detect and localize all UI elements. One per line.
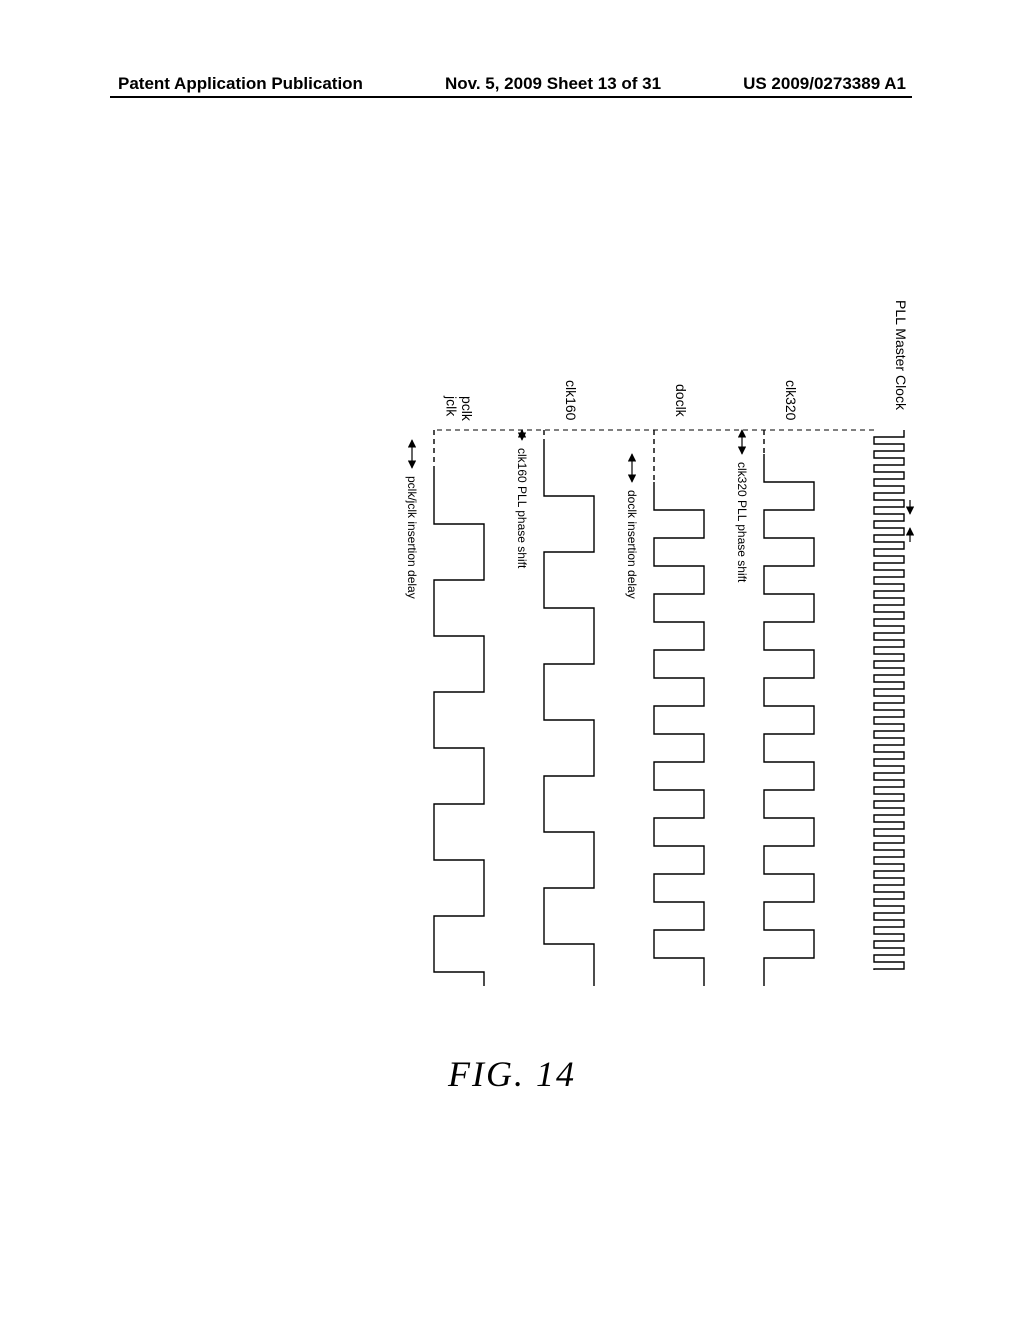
svg-text:clk320 PLL phase shift: clk320 PLL phase shift [735,462,749,583]
svg-text:doclk insertion delay: doclk insertion delay [625,490,639,599]
page-header: Patent Application Publication Nov. 5, 2… [0,74,1024,94]
waveform [434,468,484,986]
waveform [764,454,814,986]
svg-text:clk160 PLL phase shift: clk160 PLL phase shift [515,448,529,569]
timing-diagram: PLL Master Clock clk320 doclk clk160 pclkjcl… [110,160,914,1160]
header-right: US 2009/0273389 A1 [743,74,906,94]
header-left: Patent Application Publication [118,74,363,94]
svg-text:pclk/jclk insertion delay: pclk/jclk insertion delay [405,476,419,599]
waveform [544,440,594,986]
header-rule [110,96,912,98]
svg-text:pclkjclk: pclkjclk [444,395,475,422]
waveform [654,482,704,986]
svg-text:clk320: clk320 [783,380,799,421]
svg-text:doclk: doclk [673,384,689,418]
page: Patent Application Publication Nov. 5, 2… [0,0,1024,1320]
figure-caption: FIG. 14 [0,1053,1024,1095]
svg-text:PLL Master Clock: PLL Master Clock [893,300,909,411]
svg-text:clk160: clk160 [563,380,579,421]
header-center: Nov. 5, 2009 Sheet 13 of 31 [445,74,661,94]
waveform [874,430,904,970]
